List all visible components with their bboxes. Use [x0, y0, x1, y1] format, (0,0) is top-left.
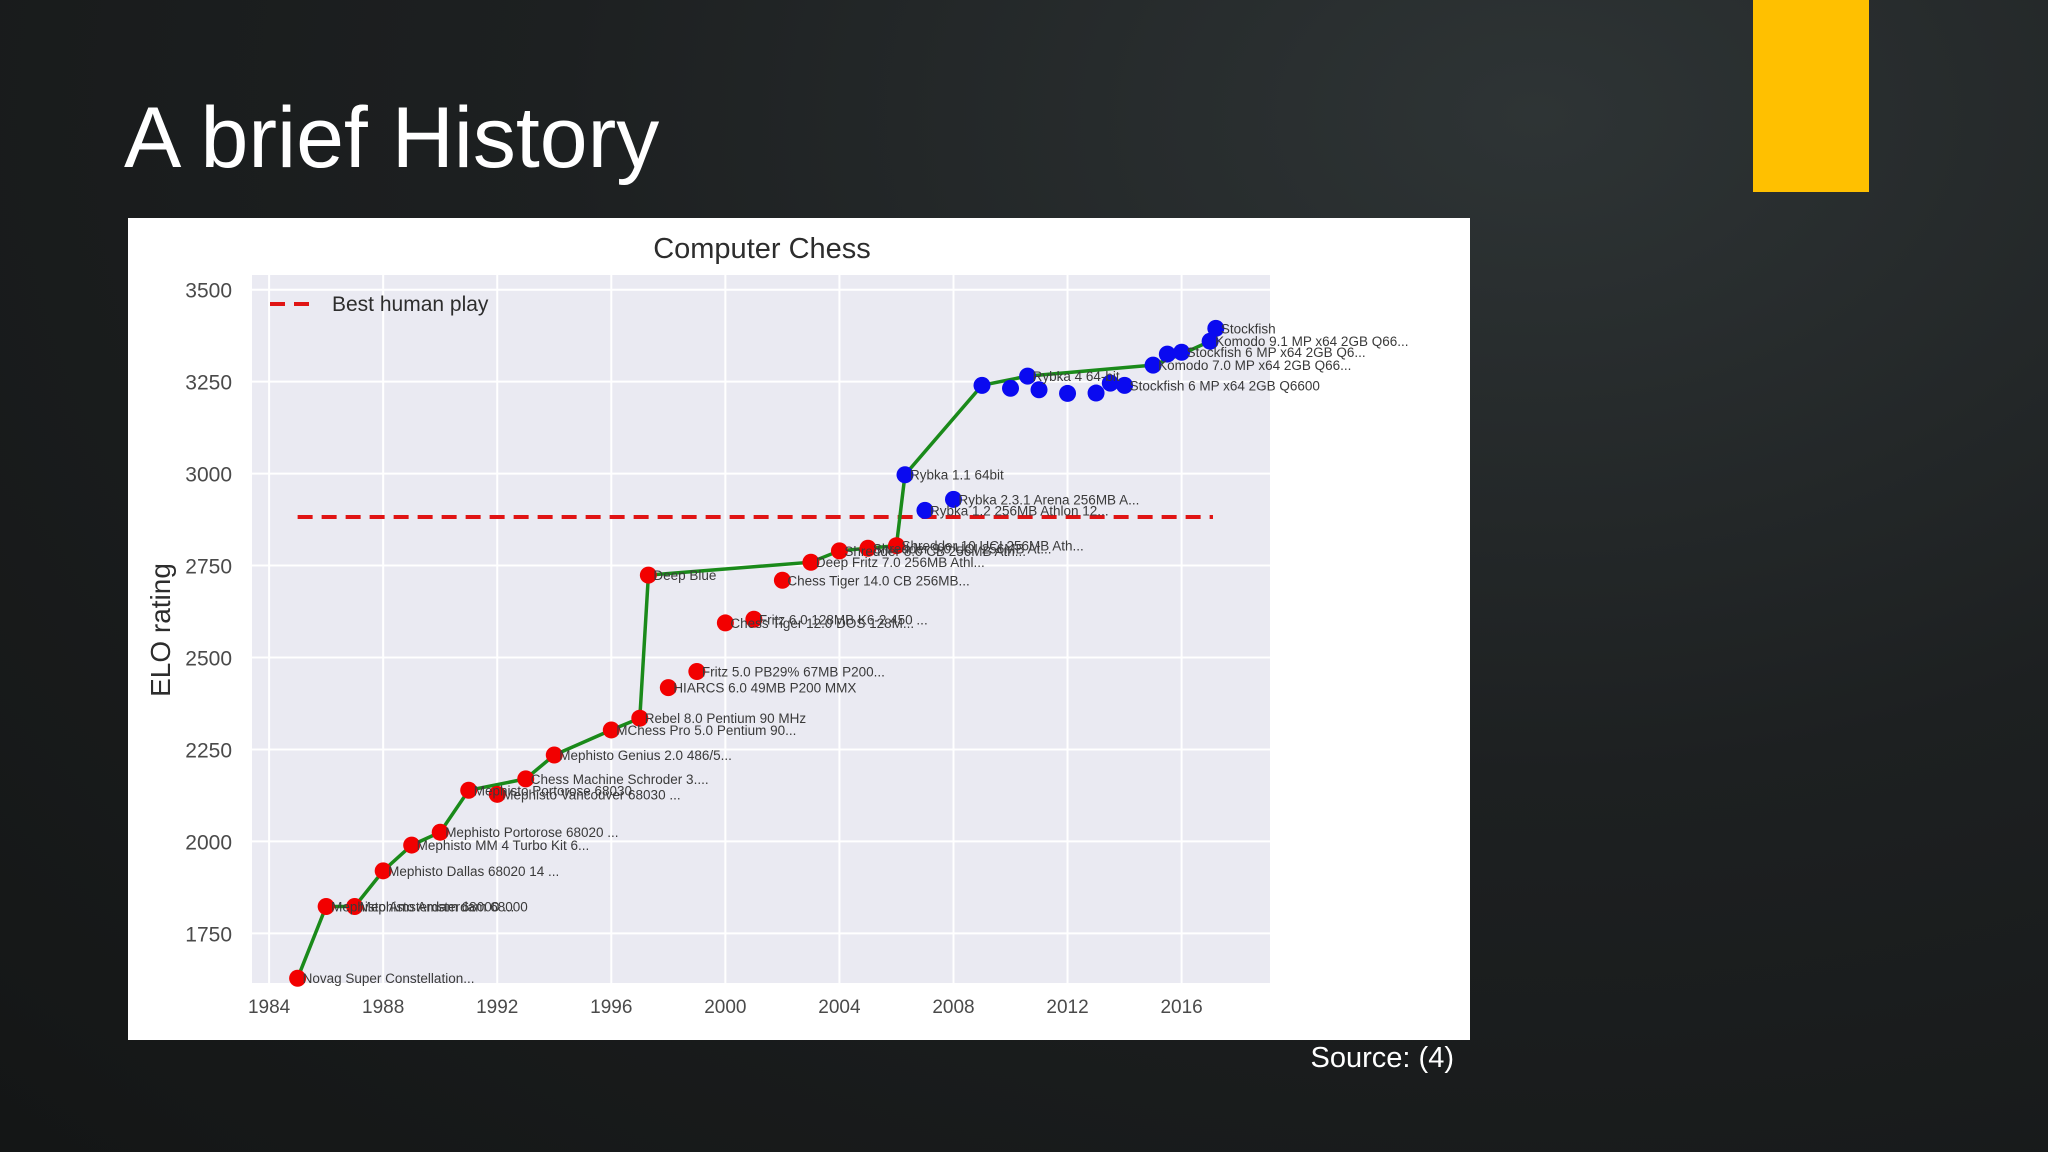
y-axis-label: ELO rating: [145, 563, 176, 697]
point-label: Novag Super Constellation...: [303, 971, 475, 986]
data-point: [659, 679, 677, 697]
point-label: Rebel 8.0 Pentium 90 MHz: [645, 711, 807, 726]
data-point: [859, 539, 877, 557]
point-label: Komodo 9.1 MP x64 2GB Q66...: [1215, 334, 1408, 349]
point-label: Shredder 10 UCI 256MB Ath...: [901, 539, 1083, 554]
data-point: [631, 709, 649, 727]
point-label: Stockfish 6 MP x64 2GB Q6600: [1130, 378, 1320, 393]
x-tick-label: 1992: [476, 997, 518, 1018]
point-label: HIARCS 6.0 49MB P200 MMX: [673, 681, 856, 696]
chess-elo-chart: Computer Chess ELO rating 1984 1988 1992 19…: [145, 233, 1408, 1018]
y-tick-label: 3500: [185, 280, 232, 303]
data-point: [916, 501, 934, 519]
point-label: Rybka 4 64-bit: [1033, 369, 1120, 384]
data-point: [374, 862, 392, 880]
data-point: [517, 770, 535, 788]
data-point: [773, 571, 791, 589]
x-tick-label: 2012: [1046, 997, 1088, 1018]
point-label: Rybka 1.2 256MB Athlon 12...: [930, 503, 1109, 518]
x-tick-label: 2000: [704, 997, 746, 1018]
y-tick-label: 2500: [185, 648, 232, 671]
accent-block: [1753, 0, 1869, 192]
data-point: [545, 746, 563, 764]
point-label: Mephisto Genius 2.0 486/5...: [559, 748, 732, 763]
point-label: Chess Tiger 14.0 CB 256MB...: [787, 573, 969, 588]
point-label: Rybka 1.1 64bit: [910, 468, 1004, 483]
data-point: [745, 610, 763, 628]
point-label: Deep Blue: [653, 568, 716, 583]
point-label: MChess Pro 5.0 Pentium 90...: [616, 723, 796, 738]
point-label: Fritz 5.0 PB29% 67MB P200...: [702, 664, 885, 679]
data-point: [1019, 367, 1037, 385]
data-point: [973, 376, 991, 394]
point-label: Mephisto Portorose 68030: [474, 783, 632, 798]
data-point: [688, 662, 706, 680]
x-tick-label: 1984: [248, 997, 291, 1018]
y-tick-label: 3250: [185, 372, 232, 395]
point-label: Komodo 7.0 MP x64 2GB Q66...: [1158, 358, 1351, 373]
data-point: [1158, 345, 1176, 363]
y-tick-label: 2750: [185, 556, 232, 579]
data-point: [802, 553, 820, 571]
slide-title: A brief History: [124, 90, 660, 186]
data-point: [1116, 376, 1134, 394]
data-point: [830, 542, 848, 560]
point-label: Mephisto Amsterdam 68000 ...: [331, 899, 514, 914]
data-point: [1002, 379, 1020, 397]
data-point: [887, 537, 905, 555]
point-label: Mephisto Amsterdam 68000: [360, 899, 528, 914]
chart-panel: Computer Chess ELO rating 1984 1988 1992 19…: [128, 218, 1470, 1040]
point-label: Mephisto Dallas 68020 14 ...: [388, 864, 559, 879]
data-point: [403, 836, 421, 854]
point-label: Shredder 8.0 CB 256MB Ath...: [844, 544, 1026, 559]
x-tick-label: 2004: [818, 997, 861, 1018]
data-point: [346, 897, 364, 915]
data-point: [488, 785, 506, 803]
data-point: [1059, 384, 1077, 402]
data-point: [639, 566, 657, 584]
point-label: Stockfish 6 MP x64 2GB Q6...: [1187, 345, 1366, 360]
data-point: [1173, 343, 1191, 361]
point-label: Mephisto Portorose 68020 ...: [445, 825, 618, 840]
data-point: [896, 466, 914, 484]
point-label: Rybka 2.3.1 Arena 256MB A...: [958, 492, 1139, 507]
y-tick-label: 2250: [185, 739, 232, 762]
chart-title: Computer Chess: [653, 233, 871, 265]
source-note: Source: (4): [1310, 1042, 1454, 1074]
point-label: Mephisto MM 4 Turbo Kit 6...: [417, 838, 590, 853]
point-label: Chess Tiger 12.0 DOS 128M...: [730, 616, 914, 631]
x-tick-label: 1996: [590, 997, 632, 1018]
data-point: [460, 781, 478, 799]
data-point: [1207, 319, 1225, 337]
point-label: Chess Machine Schroder 3....: [531, 772, 709, 787]
data-point: [289, 969, 307, 987]
data-point: [716, 614, 734, 632]
y-tick-label: 2000: [185, 831, 232, 854]
data-point: [944, 490, 962, 508]
data-point: [431, 823, 449, 841]
y-tick-label: 1750: [185, 923, 232, 946]
data-point: [1087, 384, 1105, 402]
data-point: [1201, 332, 1219, 350]
x-tick-label: 2016: [1160, 997, 1202, 1018]
data-point: [1101, 374, 1119, 392]
point-label: Fritz 6.0 128MB K6-2 450 ...: [759, 612, 928, 627]
legend-label: Best human play: [332, 293, 489, 316]
data-point: [1144, 356, 1162, 374]
y-tick-label: 3000: [185, 464, 232, 487]
data-point: [317, 897, 335, 915]
x-tick-label: 1988: [362, 997, 404, 1018]
point-label: Mephisto Vancouver 68030 ...: [502, 787, 680, 802]
x-tick-label: 2008: [932, 997, 974, 1018]
data-point: [1030, 381, 1048, 399]
data-point: [602, 721, 620, 739]
point-label: Stockfish: [1221, 321, 1276, 336]
point-label: Deep Fritz 7.0 256MB Athl...: [816, 555, 985, 570]
point-label: Shredder 9.0 UCI 256MB At...: [873, 541, 1052, 556]
